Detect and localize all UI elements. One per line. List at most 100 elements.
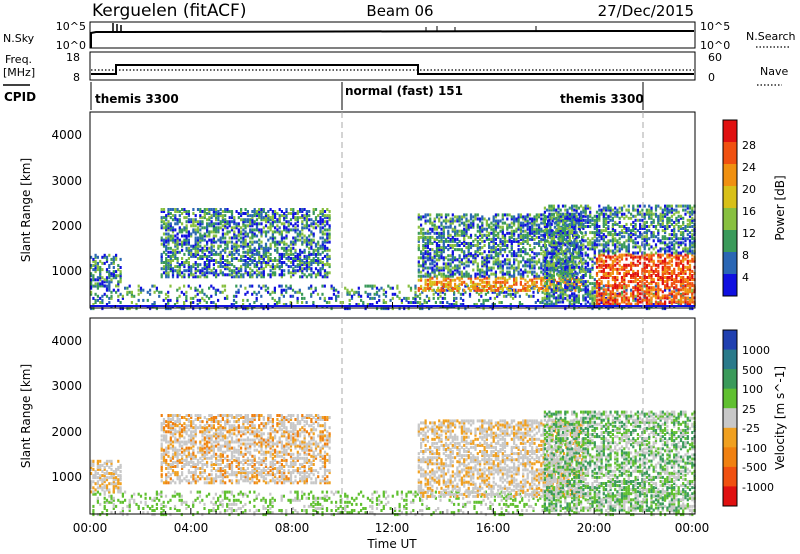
- scatter-cell: [235, 250, 238, 254]
- scatter-cell: [431, 227, 434, 231]
- scatter-cell: [96, 284, 99, 288]
- scatter-cell: [339, 301, 342, 304]
- scatter-cell: [490, 248, 493, 252]
- scatter-cell: [249, 224, 252, 228]
- scatter-cell: [185, 220, 188, 224]
- scatter-cell: [396, 294, 399, 298]
- scatter-cell: [219, 261, 222, 264]
- scatter-cell: [469, 246, 473, 250]
- scatter-cell: [424, 215, 427, 219]
- scatter-cell: [185, 236, 188, 240]
- scatter-cell: [581, 225, 584, 229]
- scatter-cell: [242, 273, 245, 277]
- scatter-cell: [549, 280, 552, 284]
- scatter-cell: [160, 273, 163, 277]
- scatter-cell: [550, 265, 553, 269]
- scatter-cell: [494, 246, 497, 250]
- scatter-cell: [456, 264, 459, 268]
- scatter-cell: [440, 280, 443, 284]
- scatter-cell: [167, 238, 170, 242]
- scatter-cell: [533, 242, 536, 245]
- scatter-cell: [503, 221, 507, 225]
- scatter-cell: [616, 249, 619, 253]
- scatter-cell: [296, 232, 299, 236]
- scatter-cell: [199, 254, 202, 258]
- scatter-cell: [429, 242, 432, 245]
- scatter-cell: [178, 238, 181, 242]
- scatter-cell: [389, 298, 392, 302]
- scatter-cell: [550, 288, 553, 292]
- scatter-cell: [454, 239, 457, 243]
- scatter-cell: [251, 224, 254, 228]
- scatter-cell: [572, 233, 575, 237]
- scatter-cell: [494, 280, 497, 284]
- scatter-cell: [454, 272, 457, 276]
- scatter-cell: [479, 278, 482, 282]
- scatter-cell: [600, 235, 603, 239]
- scatter-cell: [426, 256, 429, 260]
- scatter-cell: [550, 251, 553, 255]
- scatter-cell: [210, 294, 213, 298]
- scatter-cell: [469, 284, 473, 288]
- scatter-cell: [217, 228, 220, 232]
- scatter-cell: [414, 294, 417, 298]
- scatter-cell: [240, 236, 243, 240]
- scatter-cell: [605, 249, 608, 253]
- scatter-cell: [314, 273, 318, 277]
- scatter-cell: [105, 280, 109, 284]
- scatter-cell: [260, 216, 263, 220]
- scatter-cell: [271, 265, 274, 269]
- scatter-cell: [119, 301, 122, 304]
- scatter-cell: [282, 303, 285, 306]
- scatter-cell: [162, 298, 165, 302]
- scatter-cell: [299, 234, 302, 238]
- scatter-cell: [226, 230, 229, 234]
- scatter-cell: [535, 235, 538, 239]
- scatter-cell: [219, 240, 222, 244]
- scatter-cell: [255, 250, 259, 254]
- scatter-cell: [489, 296, 492, 300]
- scatter-cell: [533, 215, 536, 219]
- scatter-cell: [262, 208, 265, 211]
- scatter-cell: [623, 204, 626, 208]
- scatter-cell: [614, 296, 617, 300]
- scatter-cell: [181, 257, 184, 260]
- scatter-cell: [208, 224, 211, 228]
- scatter-cell: [581, 264, 584, 268]
- scatter-cell: [632, 233, 635, 237]
- scatter-cell: [185, 290, 188, 294]
- scatter-cell: [199, 208, 202, 211]
- scatter-cell: [105, 270, 109, 274]
- scatter-cell: [262, 269, 265, 273]
- scatter-cell: [174, 265, 177, 269]
- scatter-cell: [310, 238, 313, 242]
- scatter-cell: [328, 214, 331, 218]
- scatter-cell: [210, 259, 213, 262]
- scatter-cell: [169, 228, 172, 232]
- scatter-cell: [476, 250, 479, 254]
- scatter-cell: [611, 259, 614, 263]
- scatter-cell: [440, 254, 443, 258]
- scatter-cell: [435, 266, 439, 270]
- scatter-cell: [187, 263, 190, 267]
- scatter-cell: [611, 216, 614, 220]
- scatter-cell: [573, 286, 576, 290]
- scatter-cell: [303, 273, 306, 277]
- scatter-cell: [575, 231, 578, 235]
- scatter-cell: [201, 248, 204, 252]
- scatter-cell: [499, 280, 502, 284]
- scatter-cell: [616, 294, 619, 298]
- scatter-cell: [199, 238, 202, 242]
- scatter-cell: [528, 229, 532, 233]
- scatter-cell: [92, 278, 95, 282]
- scatter-cell: [528, 231, 532, 235]
- scatter-cell: [509, 307, 512, 311]
- scatter-cell: [183, 240, 186, 244]
- scatter-cell: [499, 252, 502, 256]
- scatter-cell: [598, 288, 601, 292]
- scatter-cell: [467, 219, 470, 223]
- scatter-cell: [417, 217, 420, 221]
- scatter-cell: [292, 261, 295, 264]
- scatter-cell: [454, 231, 457, 235]
- scatter-cell: [501, 286, 504, 290]
